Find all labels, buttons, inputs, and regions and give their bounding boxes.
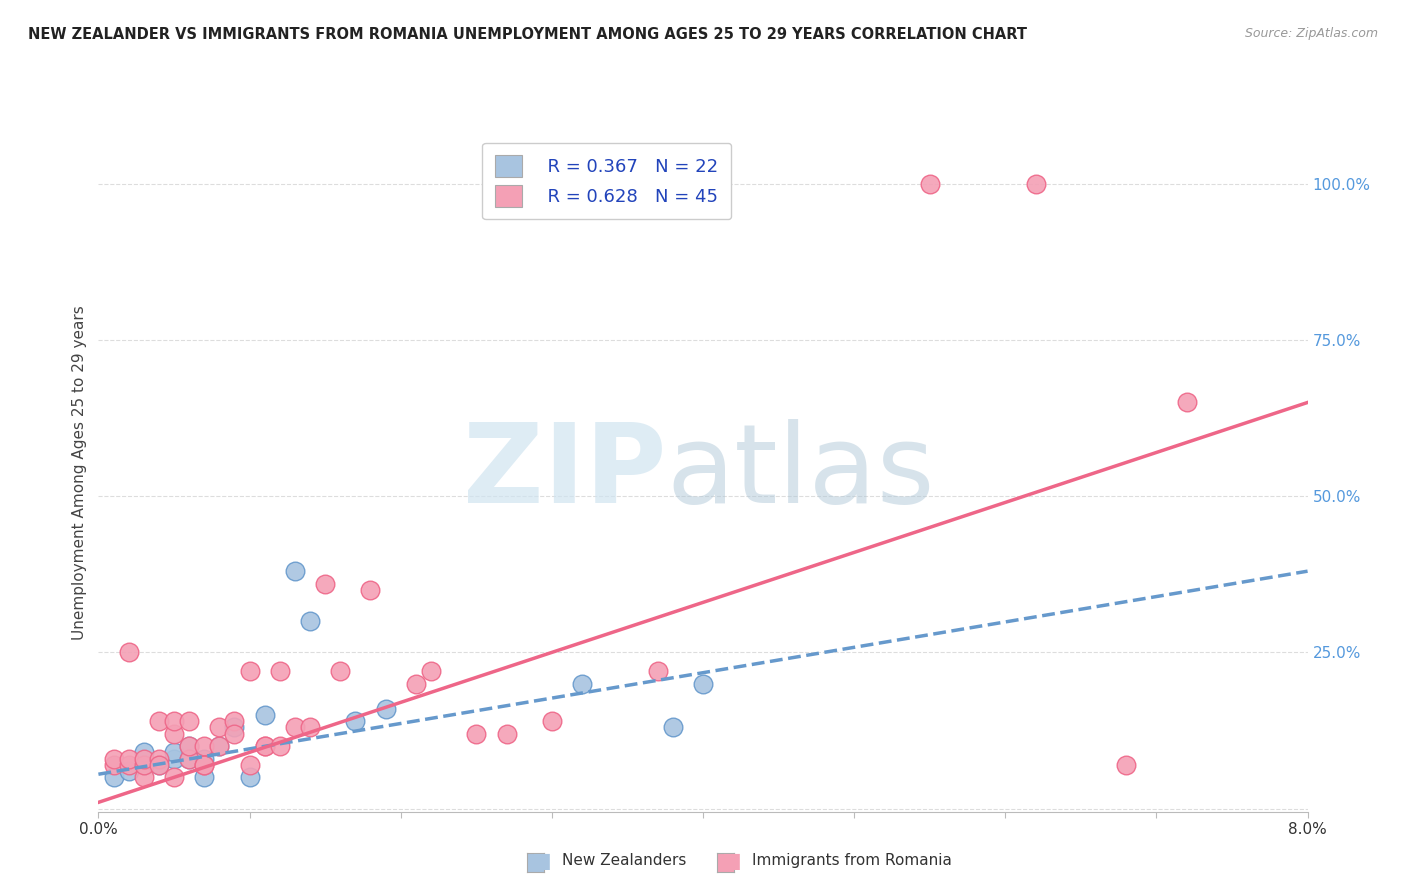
Text: ■: ■ <box>531 851 551 871</box>
Point <box>495 726 517 740</box>
Text: ■: ■ <box>721 851 741 871</box>
Point <box>299 614 322 628</box>
Legend:   R = 0.367   N = 22,   R = 0.628   N = 45: R = 0.367 N = 22, R = 0.628 N = 45 <box>482 143 731 219</box>
Point <box>465 726 488 740</box>
Point <box>179 739 201 753</box>
Point <box>163 745 186 759</box>
Point <box>360 582 382 597</box>
Point <box>208 720 231 734</box>
Point <box>132 757 155 772</box>
Point <box>163 714 186 728</box>
Point <box>918 177 941 191</box>
Point <box>647 664 669 678</box>
Point <box>239 770 262 784</box>
Point <box>208 739 231 753</box>
Point <box>329 664 352 678</box>
Point <box>148 757 170 772</box>
Text: atlas: atlas <box>666 419 935 526</box>
Point <box>179 751 201 765</box>
Point <box>132 751 155 765</box>
Point <box>224 720 246 734</box>
Point <box>662 720 685 734</box>
Text: ZIP: ZIP <box>464 419 666 526</box>
Point <box>299 720 322 734</box>
Text: NEW ZEALANDER VS IMMIGRANTS FROM ROMANIA UNEMPLOYMENT AMONG AGES 25 TO 29 YEARS : NEW ZEALANDER VS IMMIGRANTS FROM ROMANIA… <box>28 27 1028 42</box>
Point <box>163 726 186 740</box>
Point <box>193 770 215 784</box>
Point <box>284 564 307 578</box>
Text: Immigrants from Romania: Immigrants from Romania <box>752 854 952 868</box>
Point <box>163 770 186 784</box>
Point <box>1175 395 1198 409</box>
Point <box>179 714 201 728</box>
Point <box>344 714 367 728</box>
Y-axis label: Unemployment Among Ages 25 to 29 years: Unemployment Among Ages 25 to 29 years <box>72 305 87 640</box>
Point <box>118 751 141 765</box>
Point <box>132 770 155 784</box>
Point <box>253 707 276 722</box>
Point <box>224 714 246 728</box>
Point <box>239 757 262 772</box>
Point <box>193 751 215 765</box>
Point <box>269 739 291 753</box>
Point <box>692 676 714 690</box>
Point <box>148 714 170 728</box>
Point <box>1115 757 1137 772</box>
Point <box>118 757 141 772</box>
Point <box>374 701 396 715</box>
Text: New Zealanders: New Zealanders <box>562 854 686 868</box>
Point <box>571 676 593 690</box>
Point <box>269 664 291 678</box>
Point <box>239 664 262 678</box>
Point <box>103 757 125 772</box>
Point <box>420 664 443 678</box>
Point <box>148 751 170 765</box>
Point <box>284 720 307 734</box>
Point <box>224 726 246 740</box>
Point <box>179 751 201 765</box>
Text: Source: ZipAtlas.com: Source: ZipAtlas.com <box>1244 27 1378 40</box>
Point <box>193 739 215 753</box>
Point <box>163 751 186 765</box>
Point <box>118 764 141 778</box>
Point <box>541 714 564 728</box>
Point <box>132 757 155 772</box>
Point <box>193 757 215 772</box>
Point <box>405 676 427 690</box>
Point <box>253 739 276 753</box>
Point <box>314 576 336 591</box>
Point <box>253 739 276 753</box>
Point <box>103 770 125 784</box>
Point <box>1025 177 1047 191</box>
Point <box>148 757 170 772</box>
Point <box>208 739 231 753</box>
Point <box>103 751 125 765</box>
Point <box>132 745 155 759</box>
Point <box>118 645 141 659</box>
Point <box>193 757 215 772</box>
Point <box>179 739 201 753</box>
